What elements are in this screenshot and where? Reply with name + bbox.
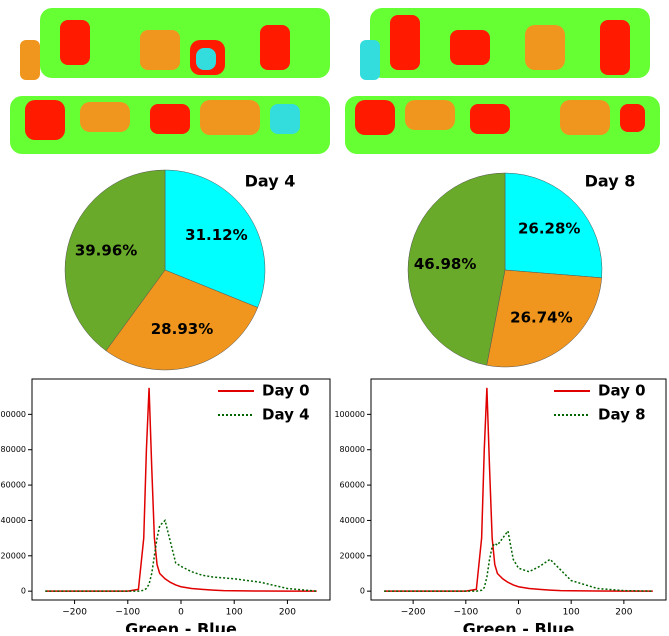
series-line [45,518,317,592]
x-tick-label: 0 [178,608,184,618]
y-tick-label: 20000 [1,551,26,560]
pie-slice [504,172,603,279]
y-tick-label: 20000 [340,551,365,560]
x-tick-label: −200 [62,608,87,618]
slice-label: 26.28% [518,220,580,238]
legend-label: Day 0 [598,382,646,400]
pie-title: Day 8 [585,172,636,191]
slice-label: 39.96% [75,241,137,259]
x-tick-label: 0 [516,608,522,618]
pie-title: Day 4 [245,172,296,191]
y-tick-label: 100000 [0,410,26,419]
pie-slice [164,169,266,308]
y-tick-label: 40000 [340,516,365,525]
x-axis-label: Green - Blue [125,620,237,633]
x-axis-label: Green - Blue [463,620,575,633]
pie-slice [486,269,602,368]
y-tick-label: 60000 [1,481,26,490]
x-tick-label: 100 [563,608,580,618]
slice-label: 46.98% [414,255,476,273]
series-line [384,529,653,592]
slice-label: 31.12% [185,226,247,244]
x-tick-label: −200 [401,608,426,618]
legend-label: Day 0 [262,382,310,400]
pie-slice [105,269,259,371]
x-tick-label: −100 [453,608,478,618]
y-tick-label: 0 [21,587,26,596]
y-tick-label: 60000 [340,481,365,490]
pie-slice [64,169,166,352]
legend-label: Day 8 [598,406,646,424]
teeth-image-day4 [10,8,330,154]
y-tick-label: 0 [360,587,365,596]
series-line [45,387,317,592]
x-tick-label: −100 [115,608,140,618]
series-line [384,387,653,592]
x-tick-label: 200 [279,608,296,618]
x-tick-label: 100 [226,608,243,618]
y-tick-label: 80000 [340,445,365,454]
teeth-image-day8 [345,8,660,154]
x-tick-label: 200 [615,608,632,618]
y-tick-label: 80000 [1,445,26,454]
y-tick-label: 40000 [1,516,26,525]
slice-label: 28.93% [151,320,213,338]
slice-label: 26.74% [510,308,572,326]
pie-slice [407,172,506,366]
legend-label: Day 4 [262,406,310,424]
y-tick-label: 100000 [334,410,365,419]
